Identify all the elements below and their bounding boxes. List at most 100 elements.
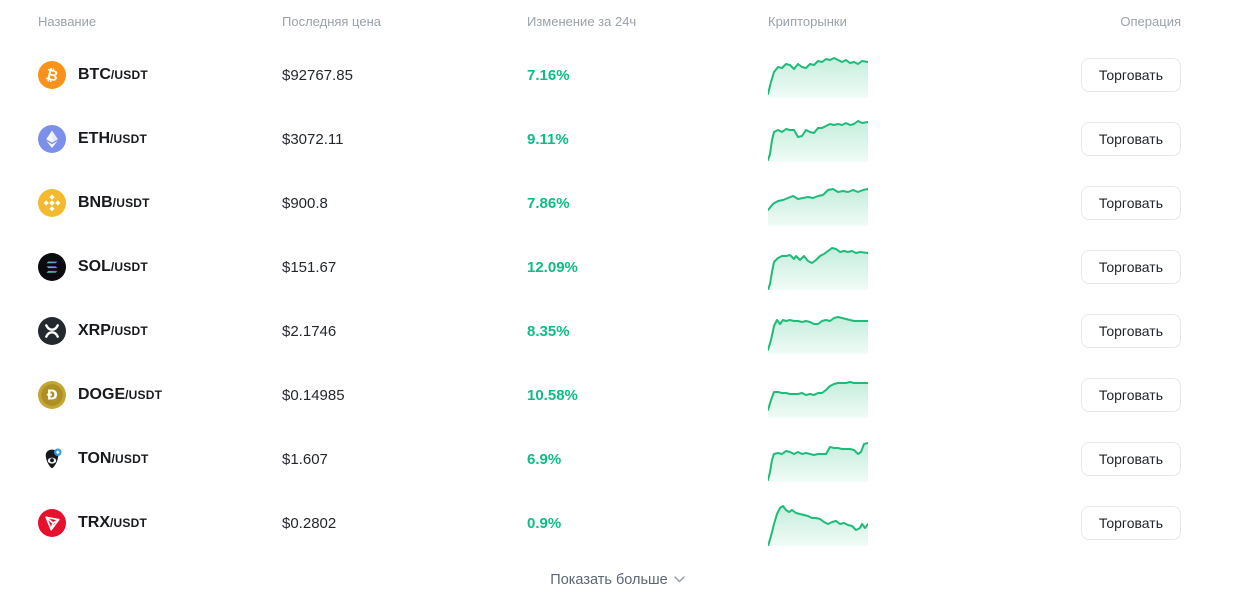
table-body: ₿ BTC/USDT $92767.85 7.16% Торговать ETH… [0,43,1235,555]
svg-text:₿: ₿ [44,65,60,85]
pair-cell: TRX/USDT [38,509,282,537]
trade-button[interactable]: Торговать [1080,442,1181,476]
change-24h: 9.11% [527,130,569,148]
sparkline-cell [767,180,869,226]
last-price: $0.14985 [282,386,345,404]
base-symbol: TRX [78,514,110,531]
trade-button[interactable]: Торговать [1080,58,1181,92]
pair-label: TON/USDT [78,450,148,468]
last-price: $92767.85 [282,66,353,84]
base-symbol: ETH [78,130,110,147]
doge-icon: Ð [38,381,66,409]
quote-symbol: /USDT [125,388,163,402]
trade-button[interactable]: Торговать [1080,250,1181,284]
sparkline-cell [767,52,869,98]
action-cell: Торговать [868,442,1181,476]
quote-symbol: /USDT [110,260,148,274]
table-row: BNB/USDT $900.8 7.86% Торговать [0,171,1235,235]
header-last-price: Последняя цена [282,14,381,29]
change-24h: 6.9% [527,450,562,468]
pair-label: ETH/USDT [78,130,147,148]
pair-cell: ETH/USDT [38,125,282,153]
pair-label: DOGE/USDT [78,386,162,404]
quote-symbol: /USDT [112,196,150,210]
table-row: TRX/USDT $0.2802 0.9% Торговать [0,491,1235,555]
action-cell: Торговать [868,506,1181,540]
base-symbol: BNB [78,194,113,211]
trade-button[interactable]: Торговать [1080,122,1181,156]
pair-cell: BNB/USDT [38,189,282,217]
last-price: $2.1746 [282,322,337,340]
header-crypto-markets: Крипторынки [768,14,847,29]
pair-label: BNB/USDT [78,194,150,212]
quote-symbol: /USDT [111,452,149,466]
sparkline-cell [767,436,869,482]
sol-icon [38,253,66,281]
table-row: Ð DOGE/USDT $0.14985 10.58% Торговать [0,363,1235,427]
trade-button[interactable]: Торговать [1080,186,1181,220]
pair-label: BTC/USDT [78,66,148,84]
quote-symbol: /USDT [110,132,147,146]
pair-label: XRP/USDT [78,322,148,340]
pair-label: SOL/USDT [78,258,148,276]
table-row: SOL/USDT $151.67 12.09% Торговать [0,235,1235,299]
change-24h: 8.35% [527,322,570,340]
last-price: $1.607 [282,450,328,468]
last-price: $151.67 [282,258,337,276]
table-header: Название Последняя цена Изменение за 24ч… [0,0,1235,43]
base-symbol: DOGE [78,386,126,403]
pair-cell: ₿ BTC/USDT [38,61,282,89]
base-symbol: BTC [78,66,111,83]
quote-symbol: /USDT [110,516,147,530]
show-more-button[interactable]: Показать больше [0,555,1235,604]
sparkline-cell [767,372,869,418]
change-24h: 7.86% [527,194,570,212]
price-sparkline [767,188,869,226]
sparkline-cell [767,500,869,547]
btc-icon: ₿ [38,61,66,89]
change-24h: 0.9% [527,514,562,532]
header-change-24h: Изменение за 24ч [527,14,637,29]
pair-cell: TON/USDT [38,445,282,473]
pair-cell: SOL/USDT [38,253,282,281]
show-more-label: Показать больше [550,571,668,588]
price-sparkline [767,381,869,418]
table-row: ETH/USDT $3072.11 9.11% Торговать [0,107,1235,171]
last-price: $900.8 [282,194,328,212]
price-sparkline [767,316,869,354]
change-24h: 10.58% [527,386,578,404]
base-symbol: SOL [78,258,111,275]
header-operation: Операция [1120,14,1181,29]
action-cell: Торговать [868,378,1181,412]
sparkline-cell [767,308,869,354]
table-row: ₿ BTC/USDT $92767.85 7.16% Торговать [0,43,1235,107]
action-cell: Торговать [868,122,1181,156]
base-symbol: XRP [78,322,111,339]
pair-cell: Ð DOGE/USDT [38,381,282,409]
action-cell: Торговать [868,314,1181,348]
trade-button[interactable]: Торговать [1080,378,1181,412]
table-row: XRP/USDT $2.1746 8.35% Торговать [0,299,1235,363]
xrp-icon [38,317,66,345]
price-sparkline [767,57,869,98]
trx-icon [38,509,66,537]
sparkline-cell [767,116,869,162]
bnb-icon [38,189,66,217]
trade-button[interactable]: Торговать [1080,506,1181,540]
sparkline-cell [767,244,869,291]
action-cell: Торговать [868,250,1181,284]
svg-text:Ð: Ð [47,389,58,404]
pair-label: TRX/USDT [78,514,147,532]
change-24h: 12.09% [527,258,578,276]
change-24h: 7.16% [527,66,570,84]
price-sparkline [767,505,869,547]
trade-button[interactable]: Торговать [1080,314,1181,348]
price-sparkline [767,442,869,482]
pair-cell: XRP/USDT [38,317,282,345]
action-cell: Торговать [868,186,1181,220]
table-row: TON/USDT $1.607 6.9% Торговать [0,427,1235,491]
eth-icon [38,125,66,153]
chevron-down-icon [674,576,685,583]
price-sparkline [767,120,869,162]
base-symbol: TON [78,450,112,467]
